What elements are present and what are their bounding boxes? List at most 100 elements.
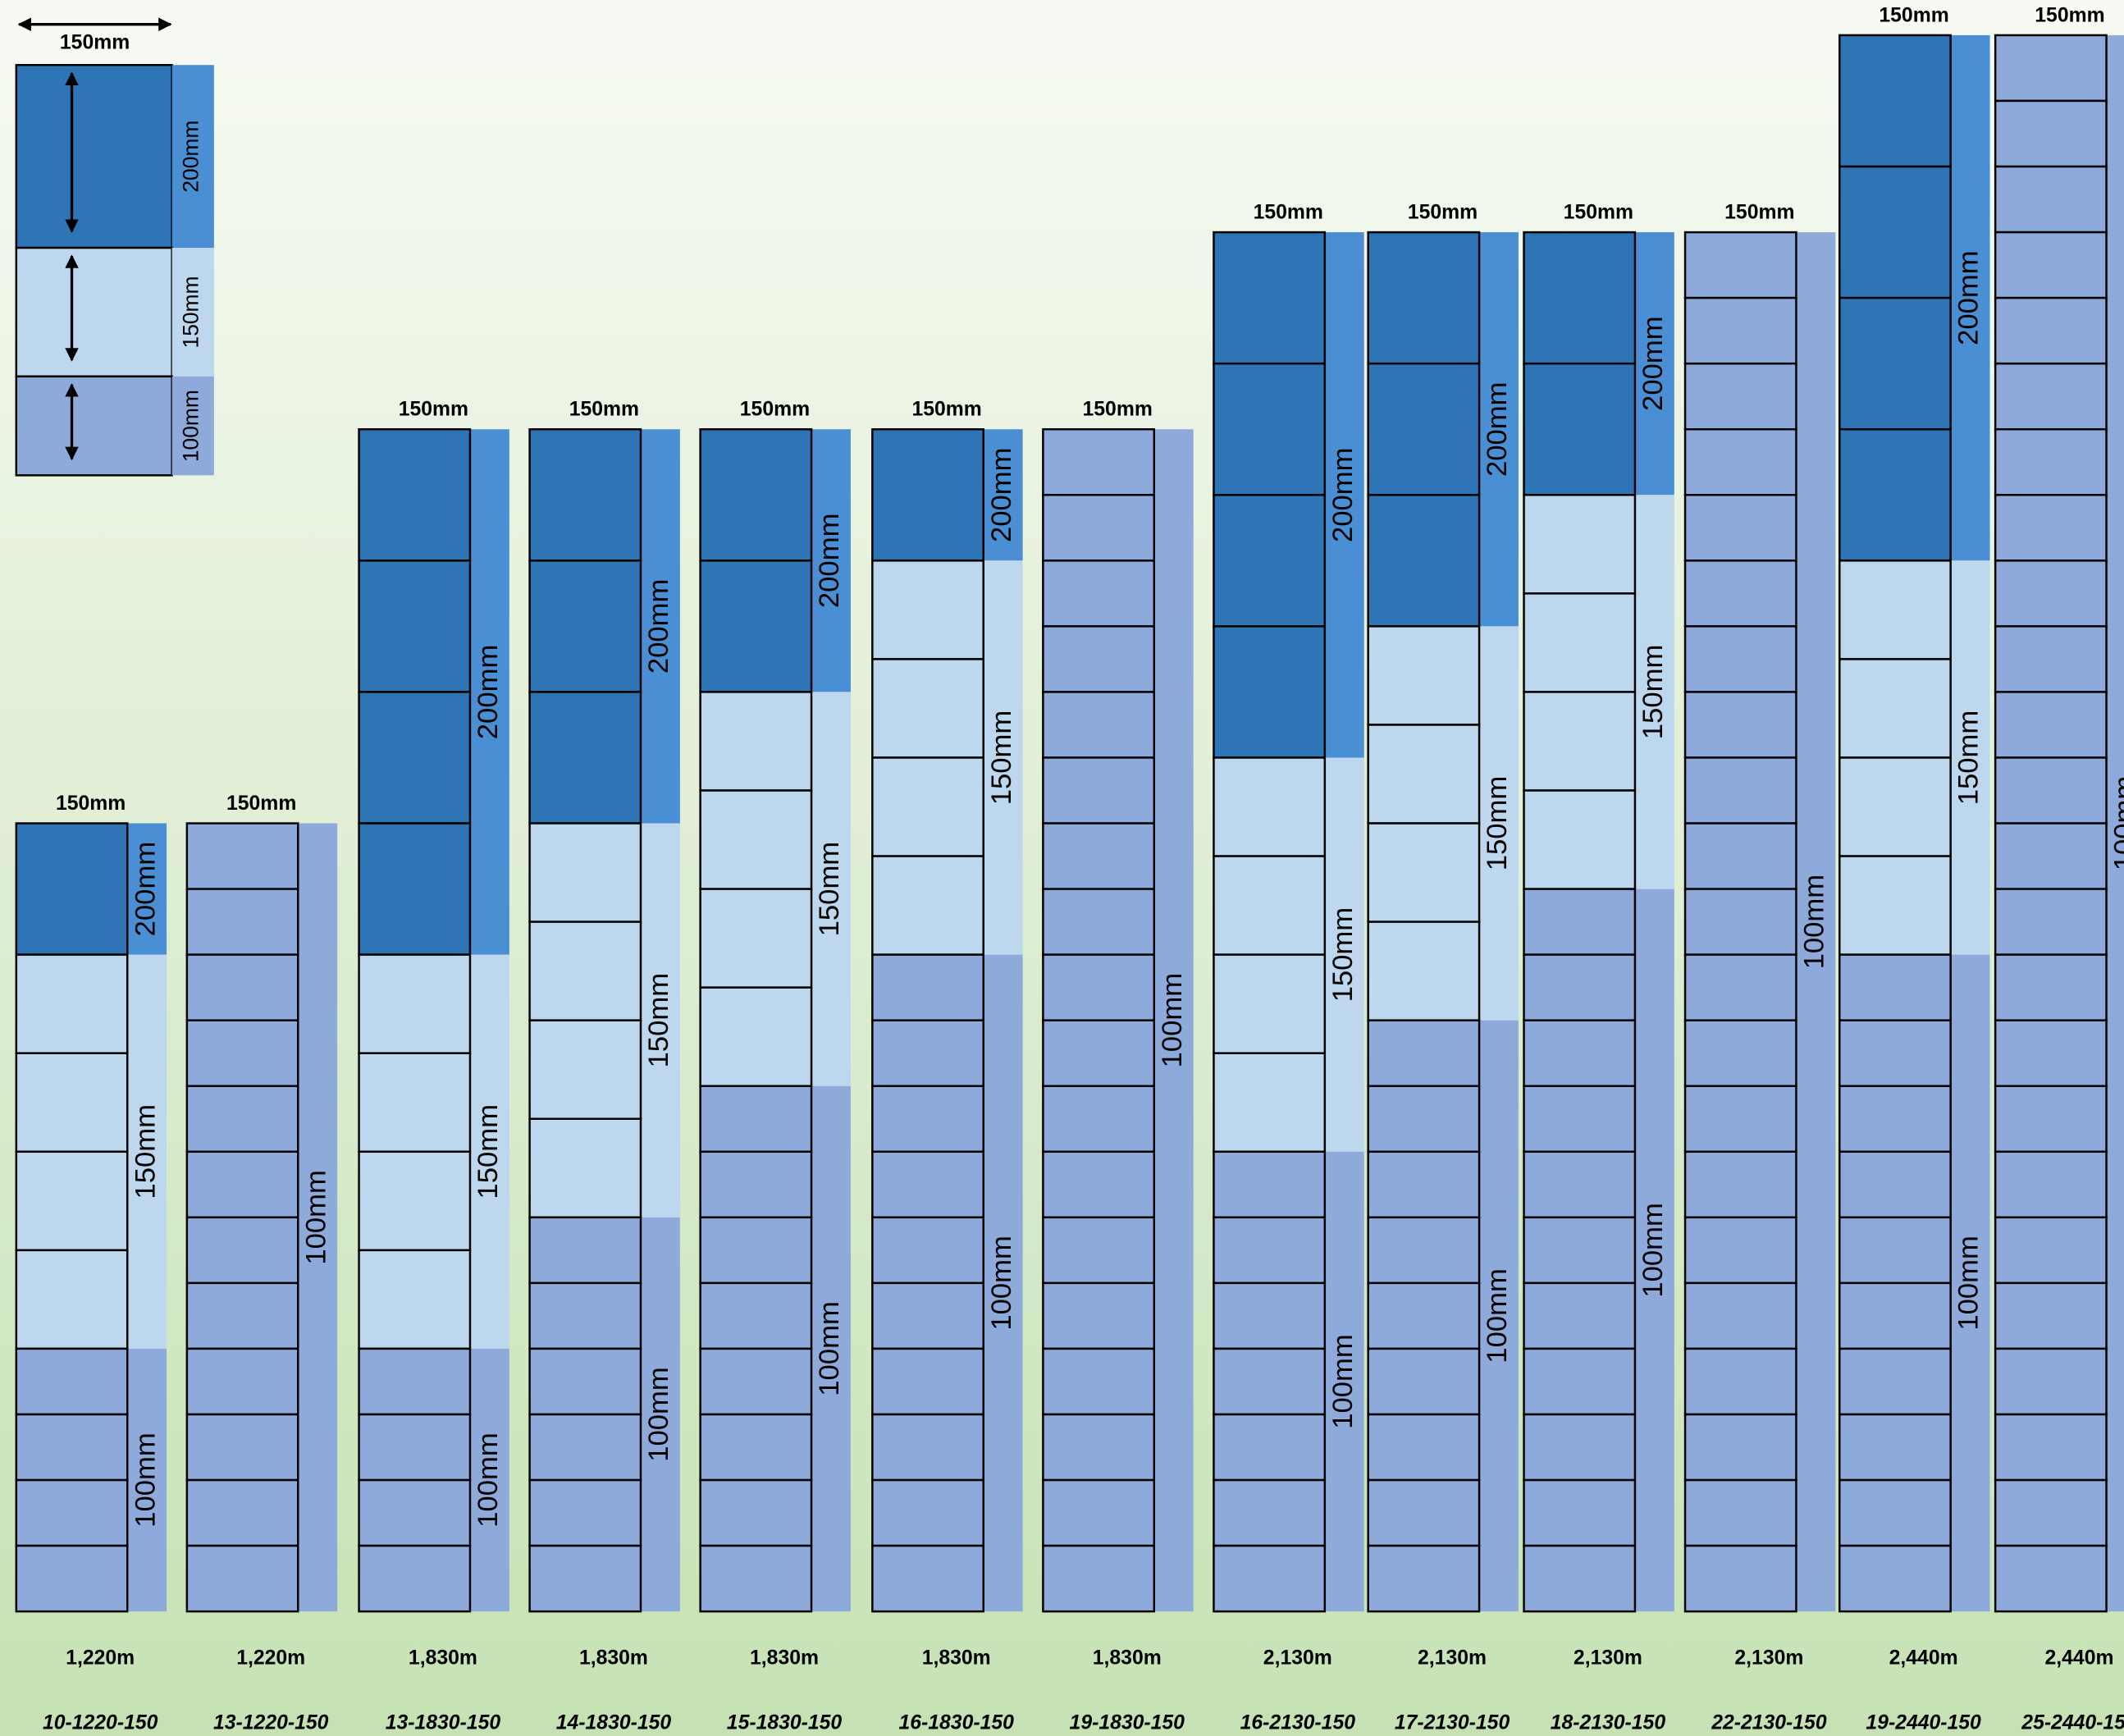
slat xyxy=(528,1478,642,1547)
slat xyxy=(1367,494,1481,628)
slat xyxy=(1994,888,2108,956)
slat xyxy=(1213,362,1327,496)
slat xyxy=(699,888,813,989)
slat xyxy=(1042,1216,1156,1285)
slat xyxy=(699,986,813,1087)
section-strip xyxy=(1634,232,1674,496)
slat xyxy=(871,1216,984,1285)
section-label: 100mm xyxy=(986,1236,1017,1331)
slat xyxy=(1042,625,1156,693)
slat xyxy=(1367,1478,1481,1547)
slat xyxy=(1523,789,1637,890)
slat xyxy=(528,1347,642,1416)
slat xyxy=(1523,1347,1637,1416)
slat xyxy=(15,822,129,956)
slat xyxy=(1839,855,1952,956)
section-label: 100mm xyxy=(2109,776,2124,871)
slat xyxy=(699,1216,813,1285)
slat xyxy=(1683,560,1797,628)
section-label: 100mm xyxy=(1327,1334,1359,1429)
slat xyxy=(528,1019,642,1121)
slat xyxy=(699,427,813,562)
panel-code: 14-1830-150 xyxy=(556,1712,672,1734)
panel-code: 19-2440-150 xyxy=(1866,1712,1981,1734)
slat xyxy=(1523,1085,1637,1154)
slat xyxy=(1042,953,1156,1021)
slat xyxy=(358,953,472,1054)
slat xyxy=(1213,1544,1327,1613)
slat xyxy=(1042,427,1156,496)
section-label: 200mm xyxy=(473,645,504,740)
section-strip xyxy=(640,1217,680,1612)
slat xyxy=(1683,756,1797,825)
section-label: 100mm xyxy=(130,1432,161,1528)
panel-code: 19-1830-150 xyxy=(1070,1712,1185,1734)
section-strip xyxy=(1153,429,1194,1612)
legend-width: 150mm xyxy=(60,31,130,53)
slat xyxy=(1994,494,2108,562)
slat xyxy=(871,1544,984,1613)
slat xyxy=(1839,756,1952,857)
slat xyxy=(1839,34,1952,168)
slat xyxy=(1994,691,2108,759)
slat xyxy=(699,1413,813,1482)
panel-code: 10-1220-150 xyxy=(43,1712,158,1734)
slat xyxy=(1213,1216,1327,1285)
slat xyxy=(1042,1150,1156,1219)
section-strip xyxy=(469,429,509,955)
slat xyxy=(1994,296,2108,365)
legend-strip xyxy=(171,65,214,249)
slat xyxy=(1839,427,1952,562)
slat xyxy=(358,1544,472,1613)
slat xyxy=(1367,724,1481,825)
slat xyxy=(871,1085,984,1154)
slat xyxy=(1042,1347,1156,1416)
section-label: 150mm xyxy=(814,842,845,937)
slat xyxy=(1213,625,1327,759)
slat xyxy=(1213,1413,1327,1482)
slat xyxy=(1683,1281,1797,1350)
panel-height: 1,830m xyxy=(579,1647,648,1669)
slat xyxy=(1523,592,1637,693)
panel-code: 16-1830-150 xyxy=(899,1712,1015,1734)
section-strip xyxy=(1796,232,1836,1612)
slat xyxy=(1367,231,1481,365)
section-label: 150mm xyxy=(1638,645,1669,740)
panel-width: 150mm xyxy=(399,399,468,421)
section-strip xyxy=(127,1348,167,1612)
slat xyxy=(528,691,642,825)
section-strip xyxy=(811,1085,851,1612)
panel-height: 1,830m xyxy=(409,1647,477,1669)
slat xyxy=(1839,1544,1952,1613)
slat xyxy=(1042,1019,1156,1087)
panel-height: 1,830m xyxy=(922,1647,991,1669)
section-label: 150mm xyxy=(473,1104,504,1199)
slat xyxy=(1367,822,1481,923)
panel-height: 1,830m xyxy=(750,1647,819,1669)
slat xyxy=(1523,1544,1637,1613)
slat xyxy=(358,1413,472,1482)
slat xyxy=(358,560,472,693)
section-label: 200mm xyxy=(1953,250,1985,345)
panel-height: 2,130m xyxy=(1734,1647,1803,1669)
slat xyxy=(1683,1085,1797,1154)
slat xyxy=(1839,560,1952,660)
slat xyxy=(871,1347,984,1416)
slat xyxy=(699,1150,813,1219)
slat xyxy=(528,921,642,1021)
slat xyxy=(1839,1150,1952,1219)
slat xyxy=(1683,494,1797,562)
slat xyxy=(1213,1347,1327,1416)
section-label: 100mm xyxy=(643,1367,674,1462)
slat xyxy=(699,1544,813,1613)
slat xyxy=(1367,1347,1481,1416)
slat xyxy=(185,1478,299,1547)
slat xyxy=(1523,1413,1637,1482)
section-label: 100mm xyxy=(1799,875,1830,970)
slat xyxy=(871,953,984,1021)
slat xyxy=(1994,34,2108,103)
slat xyxy=(1367,625,1481,726)
section-strip xyxy=(127,823,167,955)
section-strip xyxy=(1634,889,1674,1612)
